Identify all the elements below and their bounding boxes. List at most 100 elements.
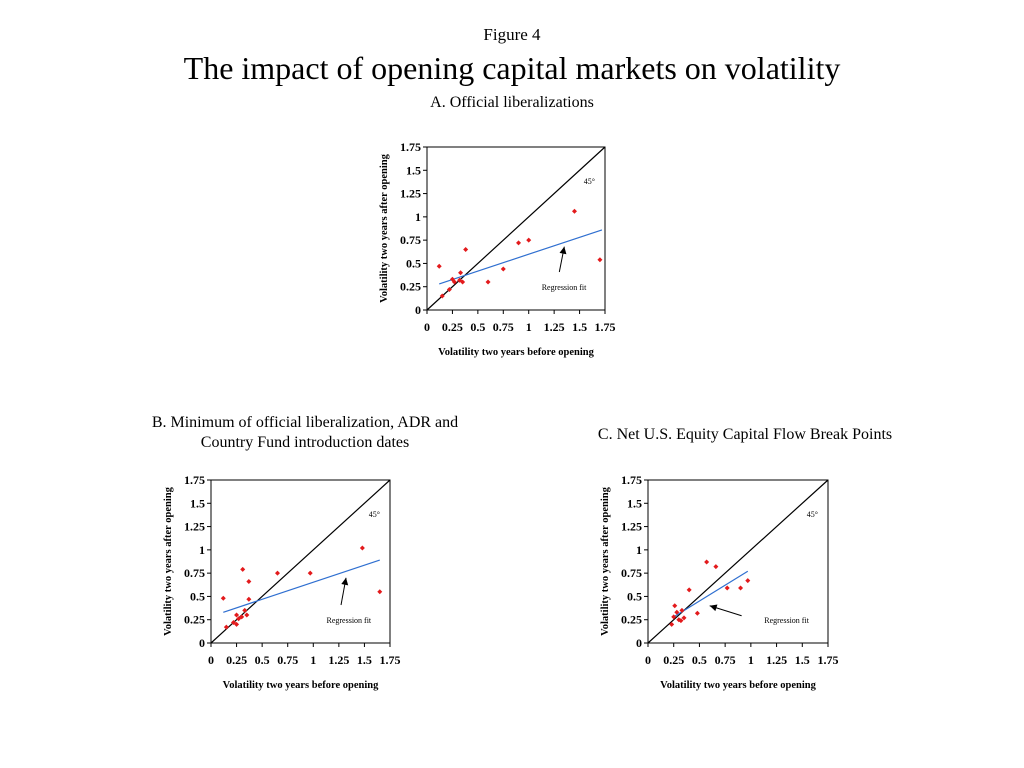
panel-a-title: A. Official liberalizations [430, 94, 594, 111]
data-point [239, 614, 245, 620]
y-tick-label: 0.5 [190, 589, 205, 603]
x-tick-label: 1 [526, 320, 532, 334]
y-tick-label: 1 [199, 543, 205, 557]
x-tick-label: 1 [310, 653, 316, 667]
reference-line-45 [426, 146, 606, 311]
regression-fit-line [673, 570, 749, 618]
data-point [458, 270, 464, 276]
data-point [436, 263, 442, 269]
x-tick-label: 1.75 [818, 653, 839, 667]
regression-fit-line [223, 559, 380, 613]
y-tick-label: 0.25 [621, 613, 642, 627]
x-tick-label: 1 [748, 653, 754, 667]
reference-line-45 [210, 479, 391, 644]
regression-fit-arrow [709, 605, 742, 617]
x-tick-label: 0 [208, 653, 214, 667]
data-point [485, 279, 491, 285]
data-point [446, 287, 452, 293]
x-tick-label: 1.5 [572, 320, 587, 334]
regression-fit-line [439, 229, 603, 285]
data-point [724, 585, 730, 591]
y-tick-label: 1.25 [184, 520, 205, 534]
y-axis-label: Volatility two years after opening [379, 153, 390, 302]
data-point [738, 585, 744, 591]
regression-fit-arrowhead [341, 577, 349, 586]
x-tick-label: 0.75 [493, 320, 514, 334]
reference-line-label: 45° [584, 177, 595, 186]
data-point [460, 279, 466, 285]
y-tick-label: 0 [636, 636, 642, 650]
x-tick-label: 0.5 [255, 653, 270, 667]
data-point [676, 617, 682, 623]
y-tick-label: 1.75 [621, 473, 642, 487]
data-point [679, 607, 685, 613]
y-tick-label: 0.5 [627, 589, 642, 603]
plot-frame [647, 479, 829, 644]
y-tick-label: 0.75 [621, 566, 642, 580]
data-point [704, 559, 710, 565]
y-tick-label: 1.5 [406, 163, 421, 177]
x-tick-label: 0.5 [692, 653, 707, 667]
data-point [359, 545, 365, 551]
y-tick-label: 1.75 [184, 473, 205, 487]
x-tick-label: 1.25 [766, 653, 787, 667]
data-point [745, 578, 751, 584]
data-point [694, 610, 700, 616]
data-point [236, 616, 242, 622]
data-point [500, 266, 506, 272]
data-point [597, 257, 603, 263]
y-tick-label: 1 [415, 210, 421, 224]
reference-line-label: 45° [369, 510, 380, 519]
data-point [244, 612, 250, 618]
data-point [246, 596, 252, 602]
x-tick-label: 1.75 [380, 653, 401, 667]
data-point [672, 603, 678, 609]
data-point [307, 570, 313, 576]
regression-fit-label: Regression fit [326, 616, 371, 625]
y-tick-label: 0.5 [406, 256, 421, 270]
y-axis-label: Volatility two years after opening [600, 486, 611, 635]
y-tick-label: 0 [199, 636, 205, 650]
data-point [377, 589, 383, 595]
y-axis-label: Volatility two years after opening [163, 486, 174, 635]
data-point [439, 293, 445, 299]
regression-fit-arrowhead [559, 246, 567, 255]
regression-fit-arrowhead [709, 604, 718, 612]
data-point [669, 621, 675, 627]
data-point [231, 620, 237, 626]
x-axis-label: Volatility two years before opening [438, 347, 594, 358]
data-point [274, 570, 280, 576]
x-tick-label: 1.75 [595, 320, 616, 334]
x-tick-label: 1.5 [357, 653, 372, 667]
x-tick-label: 0.25 [442, 320, 463, 334]
data-point [463, 246, 469, 252]
x-tick-label: 0.75 [715, 653, 736, 667]
data-point [681, 615, 687, 621]
x-tick-label: 1.25 [328, 653, 349, 667]
data-point [686, 587, 692, 593]
figure-label: Figure 4 [483, 25, 541, 44]
y-tick-label: 1.25 [621, 520, 642, 534]
y-tick-label: 0.25 [184, 613, 205, 627]
data-point [526, 237, 532, 243]
x-tick-label: 0 [424, 320, 430, 334]
plot-frame [210, 479, 391, 644]
y-tick-label: 0.25 [400, 280, 421, 294]
regression-fit-label: Regression fit [764, 616, 809, 625]
regression-fit-label: Regression fit [542, 283, 587, 292]
y-tick-label: 1.5 [190, 496, 205, 510]
y-tick-label: 0.75 [184, 566, 205, 580]
reference-line-label: 45° [807, 510, 818, 519]
data-point [234, 612, 240, 618]
x-tick-label: 1.5 [795, 653, 810, 667]
data-point [678, 618, 684, 624]
data-point [674, 609, 680, 615]
data-point [457, 277, 463, 283]
data-point [713, 564, 719, 570]
panel-b-title: B. Minimum of official liberalization, A… [151, 414, 459, 451]
y-tick-label: 1.5 [627, 496, 642, 510]
data-point [516, 240, 522, 246]
